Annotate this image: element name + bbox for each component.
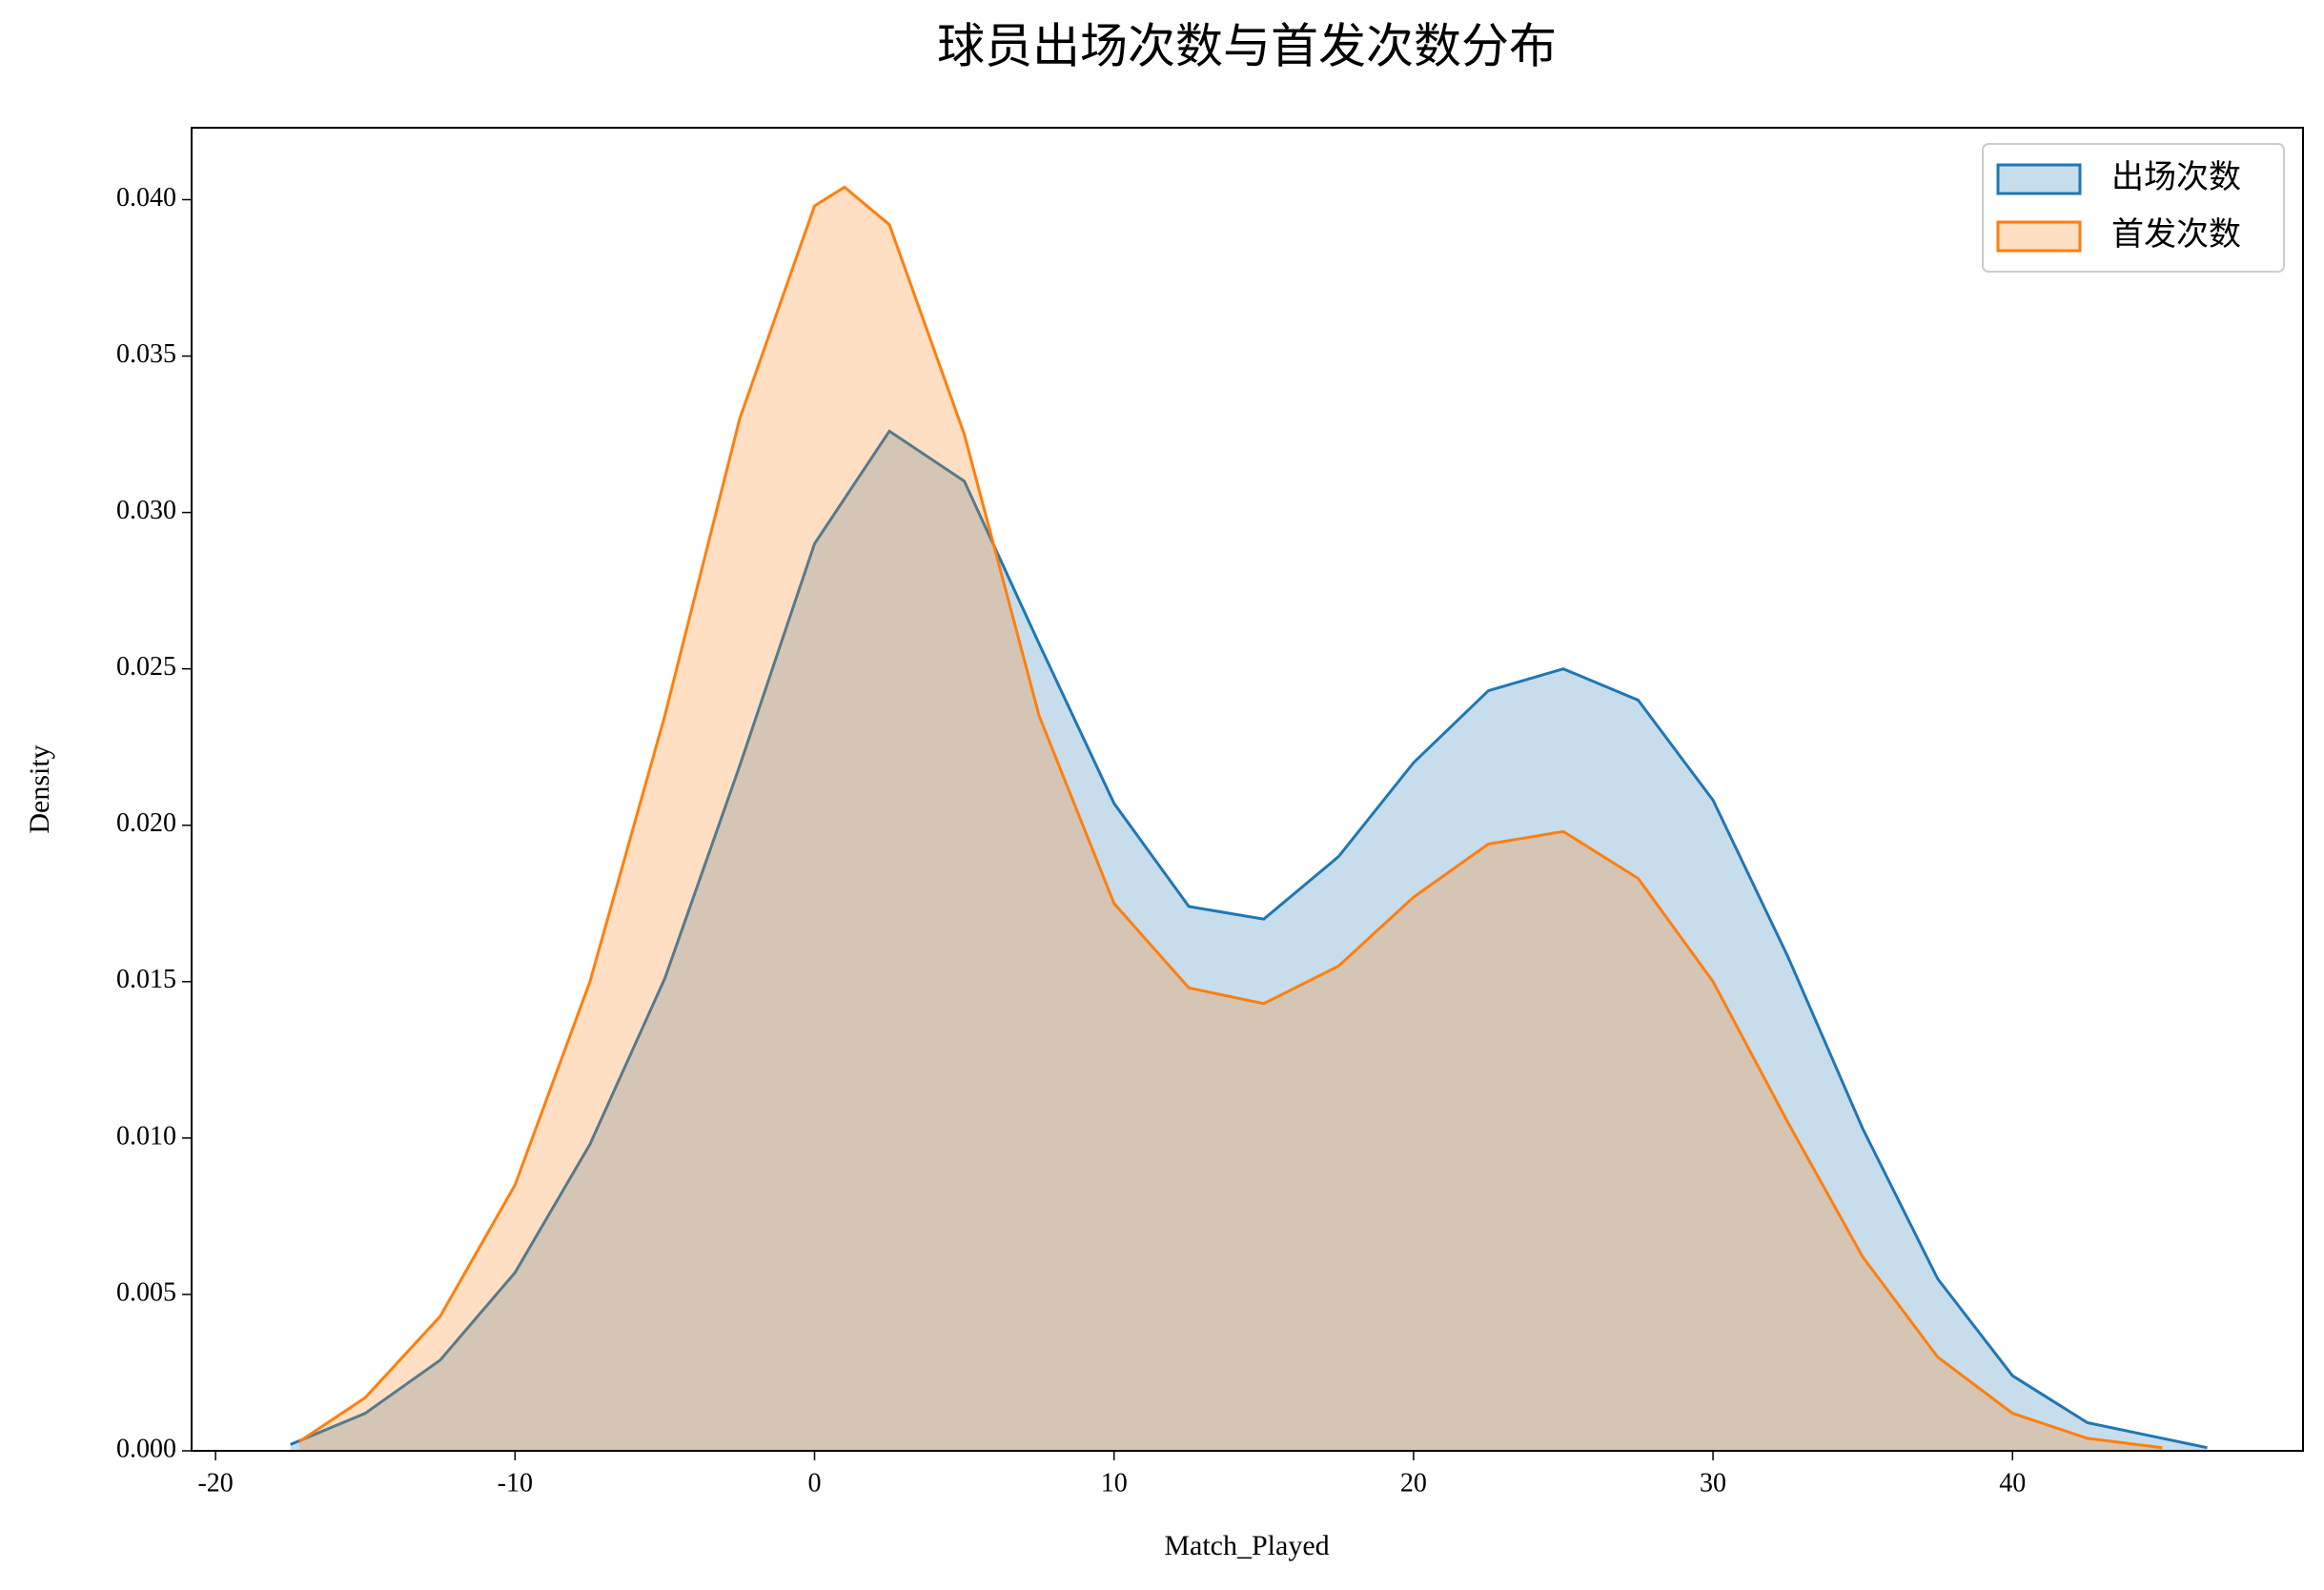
x-tick-label: -10 [498,1468,533,1498]
y-tick-label: 0.035 [116,339,176,369]
y-axis-label: Density [24,744,55,833]
density-line [290,429,2208,1450]
chart-title: 球员出场次数与首发次数分布 [937,19,1557,72]
y-tick-label: 0.025 [116,652,176,682]
legend-label: 首发次数 [2111,216,2241,253]
y-tick-label: 0.030 [116,496,176,525]
x-tick-label: 10 [1101,1468,1128,1498]
x-axis-label: Match_Played [1164,1530,1329,1561]
plot-frame [191,127,2304,1452]
y-tick-label: 0.020 [116,808,176,838]
density-area [290,431,2208,1451]
y-tick-label: 0.005 [116,1277,176,1307]
x-tick-label: 30 [1700,1468,1726,1498]
legend-patch [1996,220,2082,253]
y-tick-label: 0.040 [116,183,176,213]
y-tick-label: 0.010 [116,1121,176,1151]
x-tick-label: -20 [197,1468,233,1498]
legend-box [1982,143,2285,273]
x-tick-label: 40 [1999,1468,2026,1498]
x-tick-label: 20 [1400,1468,1427,1498]
density-line [298,185,2163,1450]
density-area [299,187,2163,1451]
y-tick-label: 0.000 [116,1434,176,1463]
x-tick-label: 0 [808,1468,822,1498]
y-tick-label: 0.015 [116,965,176,994]
legend-patch [1996,163,2082,195]
legend-label: 出场次数 [2111,159,2241,195]
